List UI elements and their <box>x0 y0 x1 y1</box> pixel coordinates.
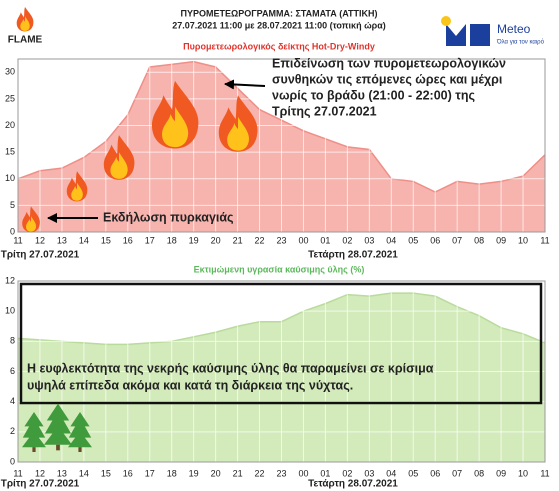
y-tick-label: 10 <box>5 173 15 183</box>
x-tick-label: 12 <box>35 235 45 245</box>
x-tick-label: 15 <box>101 468 111 478</box>
annotation: Εκδήλωση πυρκαγιάς <box>103 210 234 224</box>
x-tick-label: 01 <box>320 468 330 478</box>
x-tick-label: 17 <box>145 468 155 478</box>
chart: Πυρομετεωρολογικός δείκτης Hot-Dry-Windy… <box>1 41 550 260</box>
y-tick-label: 0 <box>10 226 15 236</box>
x-tick-label: 06 <box>430 235 440 245</box>
x-tick-label: 14 <box>79 235 89 245</box>
x-tick-label: 10 <box>518 235 528 245</box>
annotation-box <box>19 282 543 405</box>
x-tick-label: 16 <box>123 235 133 245</box>
x-tick-label: 19 <box>189 235 199 245</box>
annotation: υψηλά επίπεδα ακόμα και κατά τη διάρκεια… <box>27 378 353 392</box>
x-tick-label: 00 <box>298 235 308 245</box>
annotation: συνθηκών τις επόμενες ώρες και μέχρι <box>272 72 503 86</box>
date-label: Τετάρτη 28.07.2021 <box>308 250 398 261</box>
x-tick-label: 21 <box>233 235 243 245</box>
annotation: Επιδείνωση των πυρομετεωρολογικών <box>272 56 506 70</box>
y-tick-label: 15 <box>5 147 15 157</box>
chart-title: Εκτιμώμενη υγρασία καύσιμης ύλης (%) <box>194 264 365 274</box>
date-label: Τρίτη 27.07.2021 <box>1 250 80 261</box>
annotation: Τρίτης 27.07.2021 <box>272 104 377 118</box>
x-tick-label: 09 <box>496 235 506 245</box>
x-tick-label: 03 <box>364 468 374 478</box>
y-tick-label: 20 <box>5 120 15 130</box>
y-tick-label: 5 <box>10 200 15 210</box>
x-tick-label: 03 <box>364 235 374 245</box>
x-tick-label: 11 <box>13 235 22 245</box>
x-tick-label: 18 <box>167 468 177 478</box>
y-tick-label: 10 <box>5 306 15 316</box>
x-tick-label: 22 <box>255 468 265 478</box>
x-tick-label: 02 <box>342 235 352 245</box>
x-tick-label: 06 <box>430 468 440 478</box>
x-tick-label: 17 <box>145 235 155 245</box>
annotation: νωρίς το βράδυ (21:00 - 22:00) της <box>272 88 475 102</box>
logo-right: Meteo <box>497 22 531 36</box>
flame-logo: FLAME <box>8 7 43 46</box>
plot-frame <box>17 58 546 233</box>
x-tick-label: 13 <box>57 235 67 245</box>
x-tick-label: 11 <box>540 235 549 245</box>
x-tick-label: 22 <box>255 235 265 245</box>
x-tick-label: 20 <box>211 235 221 245</box>
x-tick-label: 08 <box>474 468 484 478</box>
y-tick-label: 8 <box>10 336 15 346</box>
x-tick-label: 23 <box>276 468 286 478</box>
x-tick-label: 10 <box>518 468 528 478</box>
date-label: Τετάρτη 28.07.2021 <box>308 479 398 490</box>
x-tick-label: 04 <box>386 235 396 245</box>
x-tick-label: 12 <box>35 468 45 478</box>
x-tick-label: 20 <box>211 468 221 478</box>
chart: Εκτιμώμενη υγρασία καύσιμης ύλης (%)0246… <box>1 264 550 489</box>
x-tick-label: 07 <box>452 235 462 245</box>
x-tick-label: 11 <box>13 468 22 478</box>
page-title: ΠΥΡΟΜΕΤΕΩΡΟΓΡΑΜΜΑ: ΣΤΑΜΑΤΑ (ΑΤΤΙΚΗ) <box>180 8 377 18</box>
chart-title: Πυρομετεωρολογικός δείκτης Hot-Dry-Windy <box>183 41 375 51</box>
page-subtitle: 27.07.2021 11:00 με 28.07.2021 11:00 (το… <box>172 20 386 30</box>
x-tick-label: 05 <box>408 235 418 245</box>
x-tick-label: 05 <box>408 468 418 478</box>
x-tick-label: 23 <box>276 235 286 245</box>
annotation: Η ευφλεκτότητα της νεκρής καύσιμης ύλης … <box>27 361 434 375</box>
x-tick-label: 01 <box>320 235 330 245</box>
y-tick-label: 30 <box>5 67 15 77</box>
x-tick-label: 00 <box>298 468 308 478</box>
x-tick-label: 13 <box>57 468 67 478</box>
date-label: Τρίτη 27.07.2021 <box>1 479 80 490</box>
annotation-arrow <box>224 79 266 90</box>
x-tick-label: 08 <box>474 235 484 245</box>
x-tick-label: 16 <box>123 468 133 478</box>
y-tick-label: 4 <box>10 396 15 406</box>
y-tick-label: 0 <box>10 456 15 466</box>
y-tick-label: 25 <box>5 93 15 103</box>
logo-left: FLAME <box>8 35 43 46</box>
y-tick-label: 12 <box>5 275 15 285</box>
x-tick-label: 07 <box>452 468 462 478</box>
x-tick-label: 19 <box>189 468 199 478</box>
meteo-logo: Meteo Όλα για τον καιρό <box>441 16 545 46</box>
x-tick-label: 15 <box>101 235 111 245</box>
y-tick-label: 2 <box>10 426 15 436</box>
x-tick-label: 04 <box>386 468 396 478</box>
x-tick-label: 14 <box>79 468 89 478</box>
y-tick-label: 6 <box>10 366 15 376</box>
x-tick-label: 02 <box>342 468 352 478</box>
plot-frame <box>17 280 546 463</box>
x-tick-label: 21 <box>233 468 243 478</box>
logo-tagline: Όλα για τον καιρό <box>496 39 545 46</box>
x-tick-label: 09 <box>496 468 506 478</box>
x-tick-label: 11 <box>540 468 549 478</box>
x-tick-label: 18 <box>167 235 177 245</box>
